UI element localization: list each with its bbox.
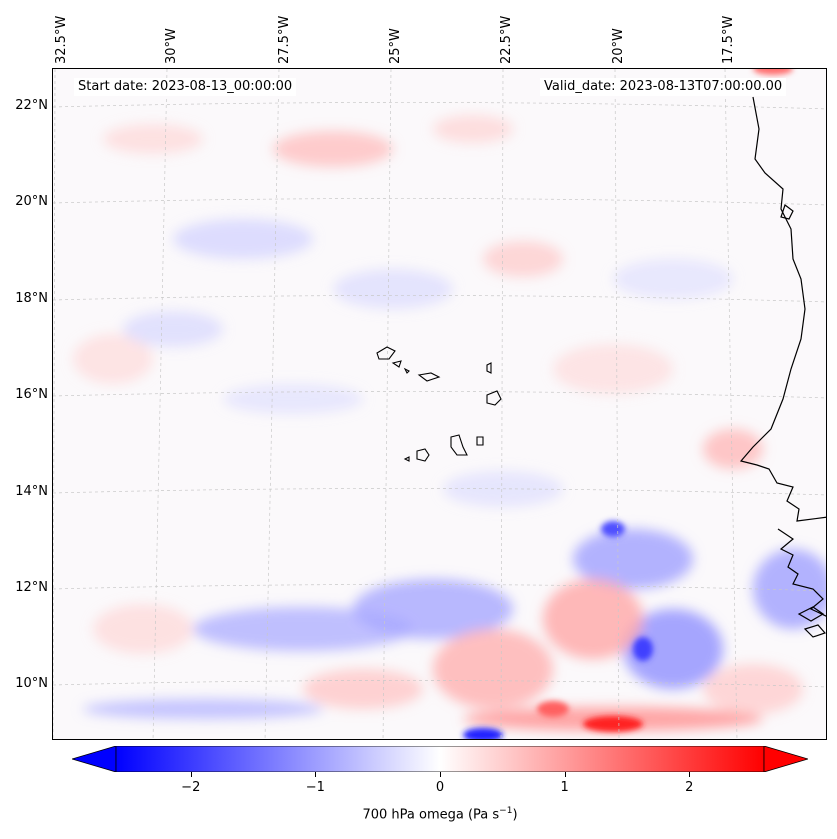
parallel [53, 102, 826, 110]
positive-omega-patch [303, 669, 423, 709]
meridian [500, 69, 504, 739]
negative-omega-min [633, 637, 653, 661]
negative-omega-patch [353, 579, 513, 639]
island-brava [403, 456, 410, 462]
meridian [614, 69, 620, 739]
island-sao-nicolau [417, 372, 441, 382]
colorbar-tick-mark [564, 772, 566, 777]
parallel [53, 198, 826, 206]
positive-omega-max [753, 69, 793, 75]
positive-omega-patch [273, 131, 393, 167]
meridian [152, 69, 168, 739]
meridian [724, 69, 738, 739]
parallel [53, 584, 826, 592]
island-santa-luzia [403, 367, 410, 374]
lat-label: 10°N [15, 676, 48, 691]
parallel [53, 680, 826, 688]
island-santo-antao [376, 346, 396, 360]
island-maio [476, 436, 484, 446]
gridlines [53, 69, 826, 739]
positive-omega-max [583, 716, 643, 732]
colorbar-tick-mark [190, 772, 192, 777]
colorbar-tick-mark [689, 772, 691, 777]
negative-omega-patch [613, 259, 733, 299]
colorbar-title: 700 hPa omega (Pa s−1) [362, 806, 518, 823]
colorbar-max-extend [763, 746, 808, 772]
lon-label: 20°W [611, 28, 626, 64]
positive-omega-patch [553, 344, 673, 394]
colorbar-tick-mark [315, 772, 317, 777]
negative-omega-patch [333, 269, 453, 309]
island-sao-vicente [391, 360, 402, 368]
lon-label: 32.5°W [54, 15, 69, 64]
omega-field-shading [73, 69, 826, 739]
positive-omega-patch [433, 115, 513, 143]
positive-omega-patch [483, 241, 563, 277]
omega-field-map [53, 69, 826, 739]
colorbar-tick-label: 0 [435, 780, 445, 795]
coastal-island [780, 204, 794, 220]
lat-label: 18°N [15, 291, 48, 306]
positive-omega-patch [703, 429, 763, 469]
valid-date-label: Valid_date: 2023-08-13T07:00:00.00 [540, 78, 787, 96]
start-date-label: Start date: 2023-08-13_00:00:00 [74, 78, 297, 96]
colorbar [72, 746, 808, 772]
island-boa-vista [486, 390, 502, 406]
cape-verde-islands [376, 346, 502, 462]
parallel [53, 488, 826, 496]
positive-omega-patch [433, 629, 553, 709]
meridian [382, 69, 392, 739]
coastline [739, 96, 826, 638]
positive-omega-patch [103, 124, 203, 154]
meridian [53, 69, 56, 739]
colorbar-tick-label: −1 [305, 780, 325, 795]
negative-omega-patch [123, 311, 223, 347]
colorbar-tick-label: −2 [181, 780, 201, 795]
lon-label: 17.5°W [721, 15, 736, 64]
lon-label: 30°W [164, 28, 179, 64]
lat-label: 20°N [15, 194, 48, 209]
positive-omega-patch [93, 604, 193, 654]
negative-omega-patch [83, 699, 323, 719]
lat-label: 22°N [15, 98, 48, 113]
island-sal [486, 362, 492, 374]
meridian [264, 69, 280, 739]
map-panel[interactable] [52, 68, 827, 740]
colorbar-tick-label: 2 [685, 780, 694, 795]
lon-label: 25°W [388, 28, 403, 64]
lat-label: 14°N [15, 484, 48, 499]
island-fogo [416, 448, 430, 462]
positive-omega-patch [543, 579, 643, 659]
colorbar-gradient [115, 746, 765, 772]
island-santiago [450, 434, 468, 456]
colorbar-tick-label: 1 [560, 780, 569, 795]
africa-coast-south [777, 528, 826, 617]
negative-omega-patch [623, 609, 723, 689]
negative-omega-patch [573, 529, 693, 589]
positive-omega-patch [73, 334, 153, 384]
colorbar-min-extend [72, 746, 117, 772]
negative-omega-min [463, 728, 503, 739]
coastal-island [797, 606, 825, 622]
positive-omega-patch [703, 664, 803, 714]
negative-omega-min [601, 521, 625, 537]
lat-label: 12°N [15, 580, 48, 595]
colorbar-tick-mark [440, 772, 441, 777]
parallel [53, 295, 826, 303]
positive-omega-max [537, 701, 569, 717]
coastal-island [803, 624, 826, 638]
parallel [53, 391, 826, 399]
lat-label: 16°N [15, 387, 48, 402]
negative-omega-patch [223, 384, 363, 414]
lon-label: 27.5°W [277, 15, 292, 64]
africa-coast [739, 96, 826, 522]
lon-label: 22.5°W [499, 15, 514, 64]
negative-omega-patch [173, 219, 313, 259]
